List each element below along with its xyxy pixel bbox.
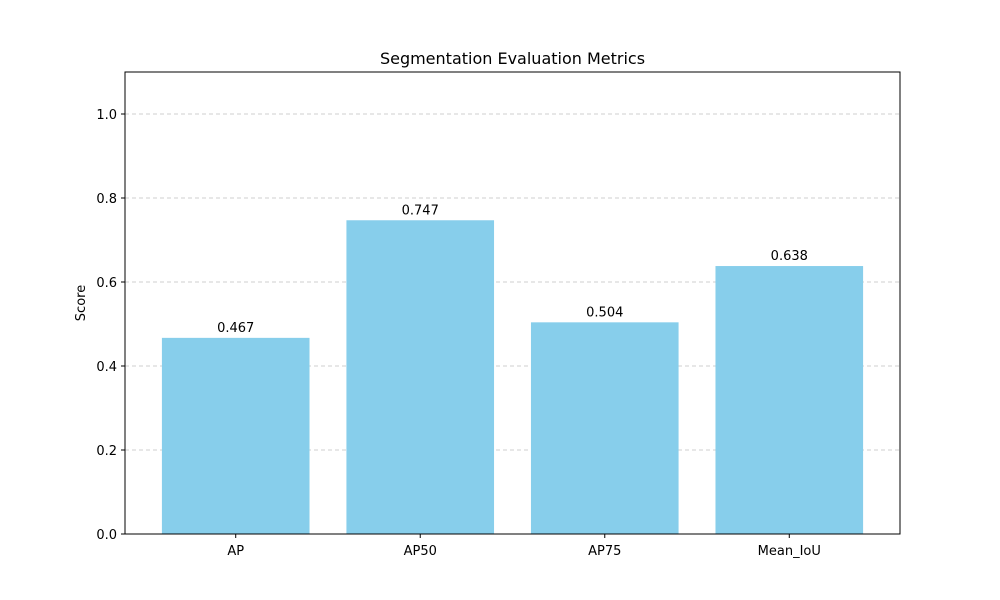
x-tick-label: AP50 bbox=[404, 544, 437, 559]
y-axis-label: Score bbox=[74, 285, 89, 321]
bar bbox=[715, 266, 864, 534]
x-tick-label: AP75 bbox=[588, 544, 621, 559]
bar-value-label: 0.747 bbox=[402, 203, 439, 218]
chart-title: Segmentation Evaluation Metrics bbox=[380, 49, 645, 68]
x-tick-label: Mean_IoU bbox=[758, 544, 821, 559]
y-tick-label: 1.0 bbox=[96, 108, 117, 123]
y-axis-ticks: 0.0 0.2 0.4 0.6 0.8 1.0 bbox=[96, 108, 125, 543]
bar bbox=[530, 322, 679, 534]
plot-frame bbox=[124, 71, 901, 535]
bar-value-labels: 0.467 0.747 0.504 0.638 bbox=[217, 203, 808, 336]
y-tick-label: 0.4 bbox=[96, 360, 117, 375]
bar bbox=[346, 220, 495, 534]
bar-value-label: 0.638 bbox=[771, 249, 808, 264]
bar-value-label: 0.504 bbox=[586, 305, 623, 320]
bar bbox=[161, 337, 310, 534]
bars bbox=[161, 220, 864, 534]
y-tick-label: 0.0 bbox=[96, 528, 117, 543]
x-axis-ticks: AP AP50 AP75 Mean_IoU bbox=[227, 534, 821, 559]
y-tick-label: 0.2 bbox=[96, 444, 117, 459]
x-tick-label: AP bbox=[227, 544, 244, 559]
y-tick-label: 0.6 bbox=[96, 276, 117, 291]
y-tick-label: 0.8 bbox=[96, 192, 117, 207]
bar-value-label: 0.467 bbox=[217, 321, 254, 336]
